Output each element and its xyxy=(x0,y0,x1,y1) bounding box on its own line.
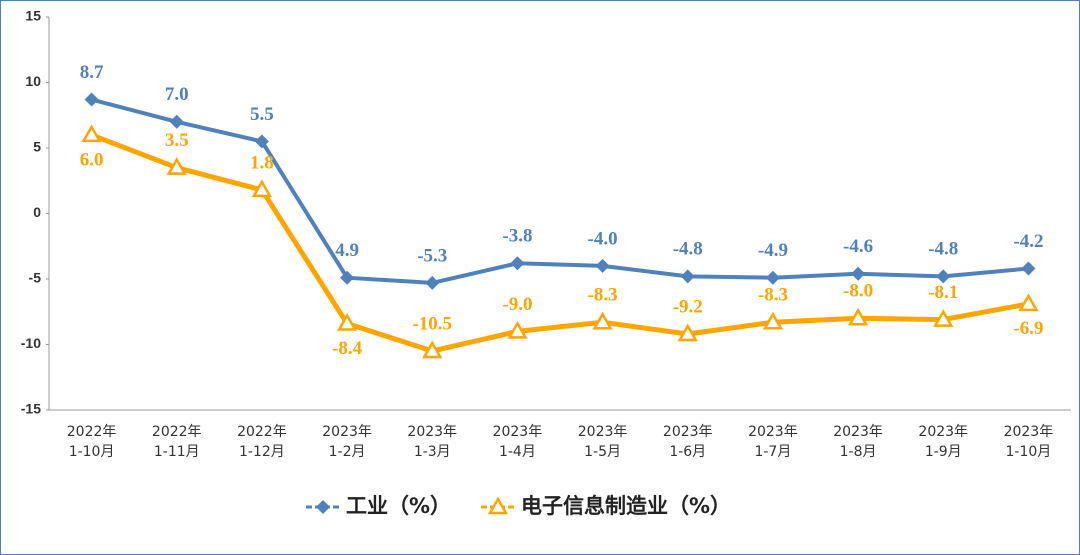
point xyxy=(510,256,525,271)
legend-label: 工业（%） xyxy=(346,494,451,518)
value-label: -5.3 xyxy=(417,245,447,266)
series-line xyxy=(90,132,1029,354)
point xyxy=(765,270,780,285)
x-tick-label: 2023年 1-9月 xyxy=(918,424,969,460)
x-tick-label: 2022年 1-11月 xyxy=(151,424,202,460)
point xyxy=(84,92,99,107)
value-label: -8.4 xyxy=(332,338,363,359)
point xyxy=(169,114,184,129)
y-tick-label: 0 xyxy=(33,204,41,220)
x-tick-label: 2023年 1-3月 xyxy=(407,424,458,460)
point xyxy=(487,496,509,515)
point xyxy=(677,323,698,342)
point xyxy=(1021,261,1036,276)
value-label: -8.0 xyxy=(843,281,873,302)
value-label: -8.1 xyxy=(928,282,958,303)
y-tick-label: 10 xyxy=(25,73,41,89)
x-tick-label: 2023年 1-5月 xyxy=(577,424,628,460)
value-label: 7.0 xyxy=(165,84,189,105)
point xyxy=(425,275,440,290)
value-label: 3.5 xyxy=(165,130,189,151)
value-label: -9.0 xyxy=(502,294,532,315)
point xyxy=(166,157,187,175)
value-label: -4.8 xyxy=(928,239,958,260)
value-label: 6.0 xyxy=(80,149,104,170)
x-tick-label: 2022年 1-10月 xyxy=(66,424,117,460)
point xyxy=(680,269,695,284)
point xyxy=(936,269,951,284)
point xyxy=(595,258,610,273)
value-label: 5.5 xyxy=(250,104,274,125)
y-tick-label: 15 xyxy=(25,8,41,24)
point xyxy=(847,307,869,326)
point xyxy=(340,270,355,285)
series-line xyxy=(91,97,1029,285)
x-tick-label: 2023年 1-10月 xyxy=(1003,424,1054,460)
point xyxy=(762,311,784,330)
point xyxy=(316,500,330,514)
point xyxy=(933,309,954,327)
value-label: -3.8 xyxy=(502,226,532,247)
x-tick-label: 2023年 1-8月 xyxy=(833,424,883,460)
value-label: -10.5 xyxy=(412,313,452,334)
y-tick-label: 5 xyxy=(33,139,41,155)
value-label: -6.9 xyxy=(1013,318,1043,339)
value-label: -4.0 xyxy=(588,228,618,249)
value-label: -4.8 xyxy=(673,239,703,260)
x-tick-label: 2022年 1-12月 xyxy=(237,424,287,460)
x-tick-label: 2023年 1-6月 xyxy=(662,424,713,460)
point xyxy=(336,313,358,331)
y-tick-label: -15 xyxy=(21,401,41,417)
value-label: 8.7 xyxy=(80,62,104,83)
value-label: -8.3 xyxy=(758,285,788,306)
value-label: 1.8 xyxy=(250,152,274,173)
point xyxy=(851,266,866,281)
legend-label: 电子信息制造业（%） xyxy=(521,494,731,518)
x-tick-label: 2023年 1-2月 xyxy=(322,424,372,460)
value-label: -9.2 xyxy=(673,296,703,317)
value-label: -4.6 xyxy=(843,236,873,257)
point xyxy=(251,179,273,198)
x-tick-label: 2023年 1-7月 xyxy=(748,424,798,460)
y-tick-label: -10 xyxy=(21,335,41,351)
point xyxy=(422,340,443,359)
value-label: -4.2 xyxy=(1013,231,1043,252)
value-label: -4.9 xyxy=(758,240,788,261)
y-tick-label: -5 xyxy=(29,270,42,286)
value-label: -8.3 xyxy=(588,285,618,306)
value-label: 4.9 xyxy=(335,240,359,261)
point xyxy=(507,320,528,339)
point xyxy=(254,134,269,149)
point xyxy=(592,311,613,330)
point xyxy=(81,124,102,143)
point xyxy=(1018,293,1039,312)
x-tick-label: 2023年 1-4月 xyxy=(492,424,543,460)
